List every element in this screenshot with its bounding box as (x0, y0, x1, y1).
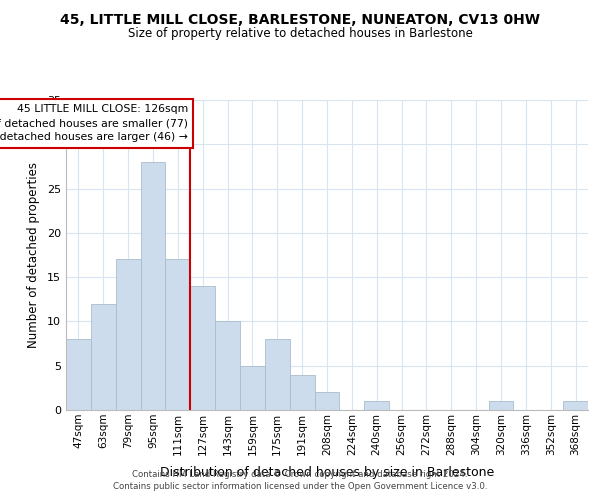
Bar (116, 260, 140, 410)
Bar (290, 374, 314, 410)
Text: 45 LITTLE MILL CLOSE: 126sqm
← 61% of detached houses are smaller (77)
36% of se: 45 LITTLE MILL CLOSE: 126sqm ← 61% of de… (0, 104, 188, 142)
Text: Size of property relative to detached houses in Barlestone: Size of property relative to detached ho… (128, 28, 472, 40)
Bar (563, 401, 588, 410)
Y-axis label: Number of detached properties: Number of detached properties (27, 162, 40, 348)
X-axis label: Distribution of detached houses by size in Barlestone: Distribution of detached houses by size … (160, 466, 494, 479)
Bar (488, 401, 514, 410)
Bar (215, 322, 240, 410)
Text: 45, LITTLE MILL CLOSE, BARLESTONE, NUNEATON, CV13 0HW: 45, LITTLE MILL CLOSE, BARLESTONE, NUNEA… (60, 12, 540, 26)
Bar (91, 304, 116, 410)
Bar (140, 162, 166, 410)
Bar (66, 339, 91, 410)
Bar (364, 401, 389, 410)
Bar (166, 260, 190, 410)
Bar (265, 339, 290, 410)
Bar (314, 392, 340, 410)
Text: Contains HM Land Registry data © Crown copyright and database right 2024.: Contains HM Land Registry data © Crown c… (132, 470, 468, 479)
Bar (190, 286, 215, 410)
Text: Contains public sector information licensed under the Open Government Licence v3: Contains public sector information licen… (113, 482, 487, 491)
Bar (240, 366, 265, 410)
